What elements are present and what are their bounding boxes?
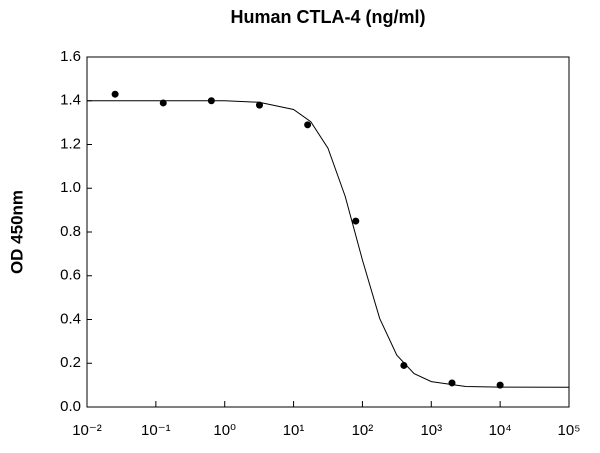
x-tick-label: 10⁻¹ xyxy=(141,422,171,439)
x-tick-label: 10² xyxy=(352,422,374,439)
y-axis-label: OD 450nm xyxy=(7,190,26,274)
y-tick-label: 0.6 xyxy=(60,267,81,284)
y-tick-label: 0.8 xyxy=(60,223,81,240)
fit-curve xyxy=(87,100,570,388)
y-tick-label: 1.4 xyxy=(60,92,81,109)
y-tick-label: 1.0 xyxy=(60,179,81,196)
data-point xyxy=(304,121,312,129)
y-tick-label: 0.4 xyxy=(60,310,81,327)
y-tick-label: 1.2 xyxy=(60,135,81,152)
x-tick-label: 10⁵ xyxy=(558,422,581,439)
x-tick-label: 10⁻² xyxy=(72,422,102,439)
data-point xyxy=(400,361,408,369)
data-point xyxy=(352,217,360,225)
data-point xyxy=(111,90,119,98)
chart-title: Human CTLA-4 (ng/ml) xyxy=(231,7,426,27)
x-tick-label: 10³ xyxy=(420,422,442,439)
x-tick-label: 10¹ xyxy=(283,422,305,439)
data-point xyxy=(255,101,263,109)
x-tick-label: 10⁰ xyxy=(213,422,236,439)
y-tick-label: 0.0 xyxy=(60,398,81,415)
y-tick-label: 0.2 xyxy=(60,354,81,371)
y-tick-label: 1.6 xyxy=(60,48,81,65)
plot-frame xyxy=(86,56,570,408)
data-point xyxy=(448,379,456,387)
x-tick-label: 10⁴ xyxy=(489,422,512,439)
